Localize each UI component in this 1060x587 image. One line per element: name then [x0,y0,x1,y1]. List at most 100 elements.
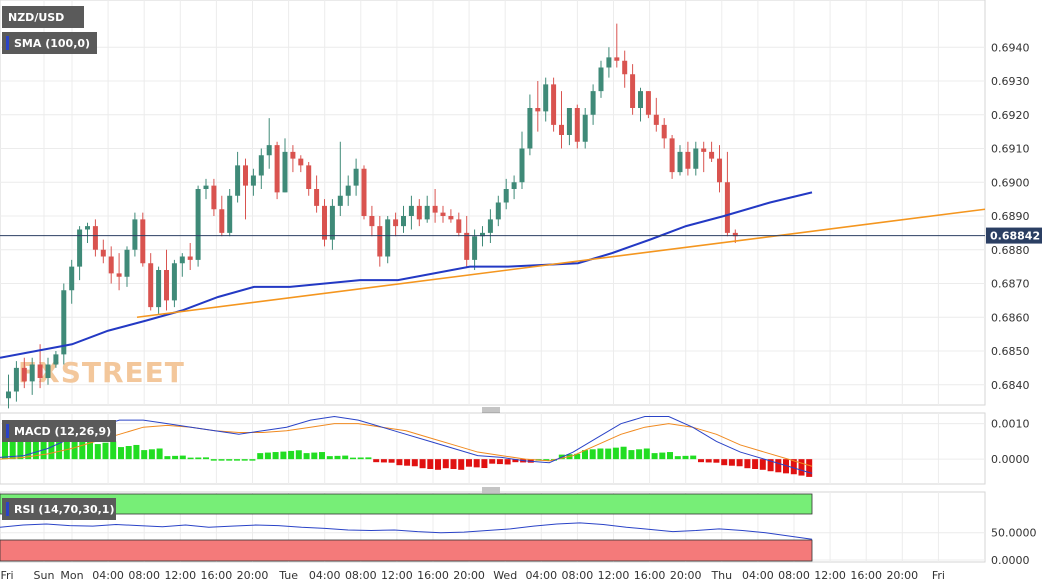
macd-histogram-bar [721,459,728,466]
macd-signal-line [0,423,813,467]
macd-histogram-bar [767,459,774,472]
macd-histogram-bar [489,459,496,464]
macd-histogram-bar [203,457,209,460]
macd-histogram-bar [303,453,310,460]
macd-histogram-bar [736,459,743,467]
macd-histogram-bar [713,459,720,463]
candle-body [274,145,280,193]
macd-histogram-bar [690,455,697,460]
macd-histogram-bar [357,457,364,460]
candle-body [266,145,272,156]
candle-body [622,60,628,75]
y-tick-label: 0.6910 [991,143,1030,156]
x-tick-label: 20:00 [886,569,918,582]
x-tick-label: 12:00 [381,569,413,582]
macd-histogram-bar [427,459,434,470]
candle-body [314,189,320,206]
macd-histogram-bar [311,452,318,460]
macd-histogram-bar [682,455,689,460]
y-tick-label: 0.6870 [991,278,1030,291]
macd-histogram-bar [241,459,248,461]
rsi-overbought-band [0,493,813,515]
macd-histogram-bar [257,453,264,460]
candle-body [219,209,225,233]
x-tick-label: 20:00 [670,569,702,582]
macd-histogram-bar [141,450,148,460]
candle-body [385,219,391,257]
candle-body [258,155,264,176]
x-tick-label: Tue [278,569,298,582]
rsi-layer [0,493,813,562]
candle-body [448,216,454,220]
macd-histogram-bar [411,459,418,467]
candle-body [432,205,438,213]
x-tick-label: Sun [34,569,55,582]
candle-body [187,256,193,260]
candle-body [69,266,75,291]
candle-body [124,249,130,277]
candle-body [353,168,359,186]
candle-body [345,185,351,196]
candle-body [732,232,738,237]
candle-body [527,108,533,149]
macd-histogram-bar [473,459,480,468]
sma-label: SMA (100,0) [14,37,90,50]
macd-histogram-bar [597,448,604,460]
candle-body [401,216,406,227]
macd-histogram-bar [172,455,179,460]
candle-body [77,229,83,267]
macd-histogram-bar [17,437,24,460]
x-tick-label: 16:00 [850,569,882,582]
sma-line [0,191,813,359]
macd-histogram-bar [71,441,78,460]
x-tick-label: 04:00 [742,569,774,582]
candle-body [440,212,446,216]
y-tick-label: 0.6880 [991,244,1030,257]
x-tick-label: 04:00 [525,569,557,582]
macd-histogram-bar [148,449,155,460]
price-layer [0,23,986,409]
candle-body [393,219,399,227]
macd-histogram-bar [280,451,287,460]
macd-histogram-bar [295,450,302,460]
macd-histogram-bar [63,434,70,460]
macd-histogram-bar [350,457,356,460]
candle-body [140,219,146,264]
candle-body [416,205,422,220]
candle-body [408,205,414,216]
macd-histogram-bar [643,448,650,460]
candle-body [53,354,59,365]
current-price-badge: 0.68842 [986,227,1042,244]
rsi-label: RSI (14,70,30,1) [14,503,114,516]
candle-body [487,219,493,233]
macd-histogram-bar [659,452,666,460]
macd-histogram-bar [164,456,171,460]
x-tick-label: 20:00 [453,569,485,582]
x-tick-label: Wed [493,569,517,582]
x-tick-label: 04:00 [309,569,341,582]
macd-histogram-bar [234,459,240,461]
macd-histogram-bar [620,446,627,460]
axis-layer: Fri Sun Mon 04:00 08:00 12:00 16:00 20:00 Tue 04:… [0,41,1036,582]
macd-panel-frame [0,412,986,485]
candle-body [132,219,138,250]
candle-body [638,91,643,108]
candle-body [322,205,327,240]
macd-histogram-bar [365,457,372,460]
macd-histogram-bar [179,455,186,460]
candle-body [148,263,154,308]
y-tick-label: 0.6900 [991,176,1030,189]
macd-histogram-bar [667,452,673,460]
candle-body [211,185,217,210]
macd-histogram-bar [388,459,395,463]
macd-histogram-bar [396,459,403,466]
macd-histogram-bar [25,438,32,460]
macd-histogram-bar [728,459,735,466]
macd-histogram-bar [326,456,333,460]
x-tick-label: 12:00 [598,569,630,582]
macd-histogram-bar [264,452,271,460]
macd-histogram-bar [404,459,411,466]
candle-body [503,189,509,203]
macd-histogram-bar [133,444,140,460]
pair-title: NZD/USD [8,11,64,24]
